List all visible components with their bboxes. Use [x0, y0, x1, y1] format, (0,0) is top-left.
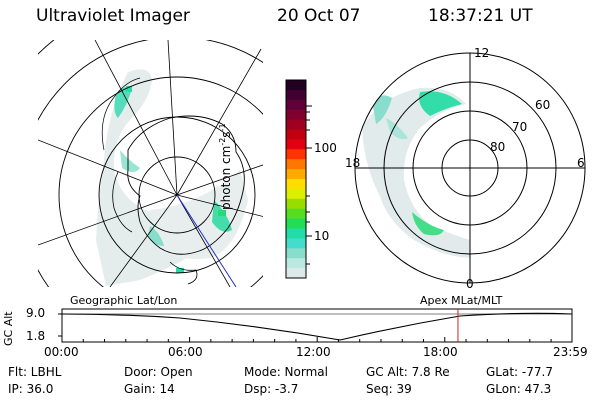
info-glon: GLon: 47.3: [486, 382, 552, 396]
colorbar-axis-label: photon cm-2s-1: [218, 123, 233, 210]
colorbar-segment: [286, 119, 306, 130]
timeline-x-ticks: [61, 337, 573, 342]
timeline-y-tick-1: 1.8: [26, 329, 46, 343]
instrument-title: Ultraviolet Imager: [36, 6, 190, 26]
info-mode: Mode: Normal: [244, 365, 328, 379]
colorbar-frame: [285, 79, 307, 279]
observation-time: 18:37:21 UT: [428, 6, 533, 26]
timeline-x-tick-1800: 18:00: [423, 345, 458, 359]
info-gc-alt: GC Alt: 7.8 Re: [366, 365, 450, 379]
colorbar-tick-10: 10: [314, 229, 330, 243]
info-filter: Flt: LBHL: [8, 365, 62, 379]
info-dsp: Dsp: -3.7: [244, 382, 299, 396]
apex-caption: Apex MLat/MLT: [420, 294, 503, 307]
colorbar-segment: [286, 169, 306, 180]
info-door: Door: Open: [124, 365, 193, 379]
timeline-x-tick-1200: 12:00: [296, 345, 331, 359]
colorbar-segment: [286, 238, 306, 249]
colorbar-segment: [286, 268, 306, 279]
colorbar-segment: [286, 248, 306, 259]
colorbar-tick-100: 100: [314, 141, 337, 155]
mlt-label-0: 0: [466, 277, 474, 291]
polar-map: [362, 87, 470, 258]
timeline-x-tick-0600: 06:00: [168, 345, 203, 359]
polar-aurora-band-4: [386, 118, 408, 140]
colorbar-segment: [286, 188, 306, 200]
info-seq: Seq: 39: [366, 382, 412, 396]
colorbar-segment: [286, 258, 306, 269]
colorbar-segment: [286, 109, 306, 121]
colorbar-segment: [286, 89, 306, 101]
lat-label-60: 60: [535, 98, 551, 112]
lat-label-70: 70: [512, 120, 528, 134]
geo-aurora-band: [114, 86, 132, 118]
orbit-altitude-curve: [61, 312, 573, 341]
polar-aurora-field: [362, 87, 470, 258]
colorbar-segment: [286, 99, 306, 111]
colorbar-segment: [286, 159, 306, 170]
colorbar-segment: [286, 129, 306, 140]
geo-aurora-band-2: [120, 150, 140, 172]
polar-aurora-band-3: [412, 212, 444, 236]
timeline-y-tick-9: 9.0: [26, 306, 46, 320]
colorbar-segment: [286, 179, 306, 190]
geographic-map: [38, 40, 263, 287]
info-ip: IP: 36.0: [8, 382, 54, 396]
mlt-label-12: 12: [474, 46, 490, 60]
colorbar: [286, 80, 306, 279]
mlt-label-18: 18: [345, 156, 361, 170]
polar-aurora-band-2: [372, 95, 392, 124]
colorbar-segment: [286, 149, 306, 160]
colorbar-segment: [286, 80, 306, 91]
colorbar-segment: [286, 218, 306, 229]
geo-aurora-field-2: [150, 170, 248, 259]
continent-outline: [127, 115, 245, 255]
info-gain: Gain: 14: [124, 382, 175, 396]
colorbar-ticks: [306, 105, 312, 265]
lat-label-80: 80: [490, 140, 506, 154]
meridian-lines: [38, 40, 263, 287]
polar-aurora-band: [419, 91, 462, 116]
timeline-y-label: GC Alt: [2, 311, 15, 346]
timeline-x-tick-2359: 23:59: [553, 345, 588, 359]
colorbar-segment: [286, 198, 306, 210]
geographic-caption: Geographic Lat/Lon: [70, 294, 178, 307]
colorbar-segment: [286, 228, 306, 239]
info-glat: GLat: -77.7: [486, 365, 553, 379]
sun-direction-line: [176, 194, 237, 287]
colorbar-segment: [286, 208, 306, 220]
mlt-label-6: 6: [577, 156, 585, 170]
observation-date: 20 Oct 07: [277, 6, 361, 26]
colorbar-segment: [286, 139, 306, 150]
timeline-x-tick-0000: 00:00: [44, 345, 79, 359]
